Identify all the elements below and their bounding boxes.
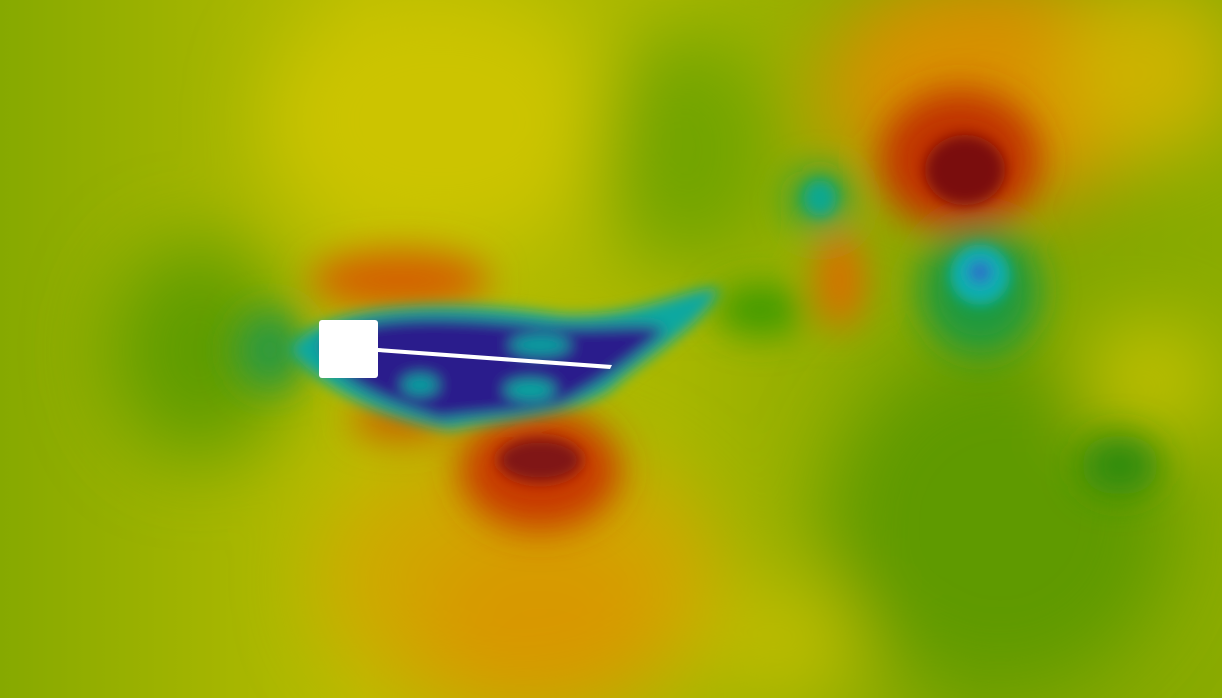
- field-region: [1080, 320, 1220, 440]
- vortex: [815, 230, 865, 330]
- vortex-core: [804, 180, 836, 216]
- vortex: [310, 250, 490, 310]
- wake-eddy: [505, 380, 555, 400]
- obstacle: [319, 320, 378, 378]
- field-region: [700, 580, 860, 698]
- flap: [378, 348, 612, 369]
- field-region: [420, 530, 660, 698]
- vortex-core: [498, 438, 582, 482]
- vortex: [1080, 435, 1160, 495]
- vortex-core: [925, 135, 1005, 205]
- vortex-core: [968, 260, 992, 284]
- field-region: [270, 0, 610, 250]
- vortex: [715, 285, 805, 335]
- wake-core: [320, 317, 665, 420]
- vortex: [235, 310, 305, 390]
- field-region: [1060, 0, 1222, 160]
- field-region: [600, 30, 780, 270]
- field-region: [830, 350, 1170, 690]
- wake-eddy: [510, 335, 570, 355]
- wake-eddy: [402, 375, 438, 395]
- field-region: [110, 240, 290, 460]
